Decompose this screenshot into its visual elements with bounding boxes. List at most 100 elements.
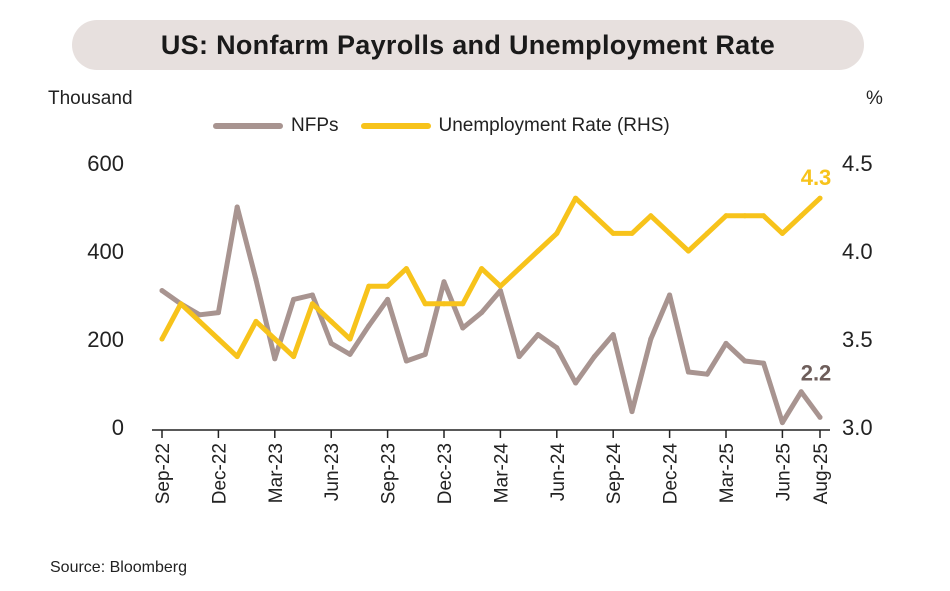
unemployment-data-point — [328, 318, 334, 324]
nfps-data-point — [385, 296, 391, 302]
nfps-data-point — [723, 340, 729, 346]
x-tick-label: Aug-25 — [811, 443, 832, 504]
unemployment-data-point — [197, 318, 203, 324]
unemployment-data-point — [761, 213, 767, 219]
nfps-series-line — [159, 204, 823, 426]
unemployment-data-point — [610, 230, 616, 236]
nfps-data-point — [403, 358, 409, 364]
unemployment-data-point — [779, 230, 785, 236]
x-tick-label: Jun-23 — [322, 443, 343, 501]
chart-title: US: Nonfarm Payrolls and Unemployment Ra… — [160, 29, 776, 60]
nfps-data-point — [610, 332, 616, 338]
nfps-data-point — [535, 332, 541, 338]
left-y-tick-label: 600 — [87, 151, 124, 176]
x-tick-label: Dec-24 — [661, 443, 682, 505]
unemployment-data-point — [817, 195, 823, 201]
x-tick-label: Mar-24 — [491, 443, 512, 504]
legend-swatch-unemployment — [360, 123, 431, 129]
unemployment-data-point — [497, 283, 503, 289]
nfps-end-label: 2.2 — [801, 360, 832, 385]
x-tick-label: Sep-22 — [153, 443, 174, 504]
legend-label-unemployment: Unemployment Rate (RHS) — [438, 115, 670, 136]
unemployment-data-point — [685, 248, 691, 254]
legend-item-unemployment: Unemployment Rate (RHS) — [360, 115, 670, 137]
unemployment-data-point — [272, 336, 278, 342]
legend-item-nfps: NFPs — [213, 115, 339, 137]
nfps-data-point — [234, 204, 240, 210]
nfps-data-point — [309, 292, 315, 298]
nfps-data-point — [704, 371, 710, 377]
nfps-data-point — [573, 380, 579, 386]
x-tick-label: Jun-25 — [773, 443, 794, 501]
unemployment-data-point — [460, 301, 466, 307]
unemployment-data-point — [648, 213, 654, 219]
nfps-data-point — [328, 340, 334, 346]
unemployment-data-point — [591, 213, 597, 219]
nfps-data-point — [779, 420, 785, 426]
nfps-data-point — [366, 323, 372, 329]
nfps-data-point — [591, 354, 597, 360]
unemployment-data-point — [253, 318, 259, 324]
unemployment-data-point — [629, 230, 635, 236]
unemployment-data-point — [178, 301, 184, 307]
right-y-tick-label: 4.5 — [842, 151, 873, 176]
nfps-data-point — [742, 358, 748, 364]
unemployment-data-point — [742, 213, 748, 219]
legend-swatch-nfps — [213, 123, 283, 129]
legend-label-nfps: NFPs — [291, 115, 339, 136]
nfps-data-point — [215, 310, 221, 316]
nfps-data-point — [516, 354, 522, 360]
x-tick-label: Sep-23 — [379, 443, 400, 504]
unemployment-data-point — [573, 195, 579, 201]
nfps-data-point — [479, 310, 485, 316]
nfps-data-point — [761, 360, 767, 366]
unemployment-data-point — [479, 266, 485, 272]
unemployment-data-point — [291, 354, 297, 360]
legend: NFPs Unemployment Rate (RHS) — [213, 115, 682, 137]
chart-title-banner: US: Nonfarm Payrolls and Unemployment Ra… — [72, 20, 864, 70]
unemployment-data-point — [535, 248, 541, 254]
nfps-data-point — [817, 414, 823, 420]
x-tick-label: Jun-24 — [548, 443, 569, 502]
unemployment-data-point — [234, 354, 240, 360]
nfps-data-point — [441, 279, 447, 285]
nfps-data-point — [272, 356, 278, 362]
left-y-tick-label: 200 — [87, 327, 124, 352]
right-y-tick-label: 4.0 — [842, 239, 873, 264]
unemployment-data-point — [554, 230, 560, 236]
right-y-tick-label: 3.0 — [842, 415, 873, 440]
unemployment-data-point — [704, 230, 710, 236]
x-tick-label: Mar-23 — [266, 443, 287, 503]
unemployment-data-point — [347, 336, 353, 342]
x-tick-label: Mar-25 — [717, 443, 738, 503]
unemployment-data-point — [385, 283, 391, 289]
nfps-data-point — [685, 369, 691, 375]
right-axis-unit: % — [866, 88, 883, 109]
unemployment-data-point — [403, 266, 409, 272]
nfps-data-point — [347, 351, 353, 357]
nfps-data-point — [629, 409, 635, 415]
unemployment-data-point — [516, 266, 522, 272]
source-note: Source: Bloomberg — [50, 559, 187, 576]
nfps-data-point — [497, 288, 503, 294]
unemployment-data-point — [422, 301, 428, 307]
nfps-data-point — [554, 345, 560, 351]
left-axis-unit: Thousand — [48, 88, 133, 109]
left-y-tick-label: 400 — [87, 239, 124, 264]
unemployment-data-point — [366, 283, 372, 289]
nfps-data-point — [798, 389, 804, 395]
unemployment-end-label: 4.3 — [801, 165, 832, 190]
nfps-data-point — [253, 277, 259, 283]
nfps-data-point — [291, 296, 297, 302]
unemployment-data-point — [309, 301, 315, 307]
unemployment-data-point — [215, 336, 221, 342]
x-tick-label: Sep-24 — [604, 443, 625, 505]
nfps-data-point — [197, 312, 203, 318]
right-y-tick-label: 3.5 — [842, 327, 873, 352]
unemployment-data-point — [667, 230, 673, 236]
nfps-data-point — [648, 336, 654, 342]
nfps-data-point — [422, 351, 428, 357]
unemployment-series-line — [159, 195, 823, 360]
x-tick-label: Dec-22 — [209, 443, 230, 504]
